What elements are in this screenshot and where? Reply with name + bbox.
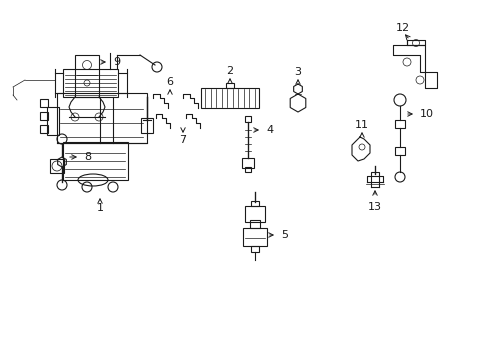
Text: 13: 13 xyxy=(367,202,381,212)
Text: 12: 12 xyxy=(395,23,409,33)
Bar xyxy=(63,69,118,97)
Bar xyxy=(250,201,259,206)
Text: 10: 10 xyxy=(419,109,433,119)
Text: 5: 5 xyxy=(281,230,287,240)
Bar xyxy=(370,172,378,176)
Text: 7: 7 xyxy=(179,135,186,145)
Bar xyxy=(242,158,253,168)
Text: 4: 4 xyxy=(265,125,273,135)
Bar xyxy=(244,206,264,222)
Bar xyxy=(57,93,147,143)
Bar xyxy=(141,118,153,133)
Bar xyxy=(201,88,259,108)
Bar xyxy=(75,55,99,97)
Bar xyxy=(63,142,128,180)
Bar xyxy=(47,107,59,135)
Text: 1: 1 xyxy=(96,203,103,213)
Bar xyxy=(394,147,404,155)
Bar xyxy=(250,246,259,252)
Bar xyxy=(244,116,250,122)
Bar xyxy=(244,167,250,172)
Text: 2: 2 xyxy=(226,66,233,76)
Bar xyxy=(40,125,48,133)
Text: 6: 6 xyxy=(166,77,173,87)
Bar xyxy=(50,159,64,173)
Bar xyxy=(225,83,234,88)
Bar xyxy=(243,228,266,246)
Bar xyxy=(40,112,48,120)
Bar xyxy=(249,220,260,228)
Text: 8: 8 xyxy=(84,152,91,162)
Text: 9: 9 xyxy=(113,57,120,67)
Text: 3: 3 xyxy=(294,67,301,77)
Text: 11: 11 xyxy=(354,120,368,130)
Bar xyxy=(40,99,48,107)
Bar xyxy=(394,120,404,128)
